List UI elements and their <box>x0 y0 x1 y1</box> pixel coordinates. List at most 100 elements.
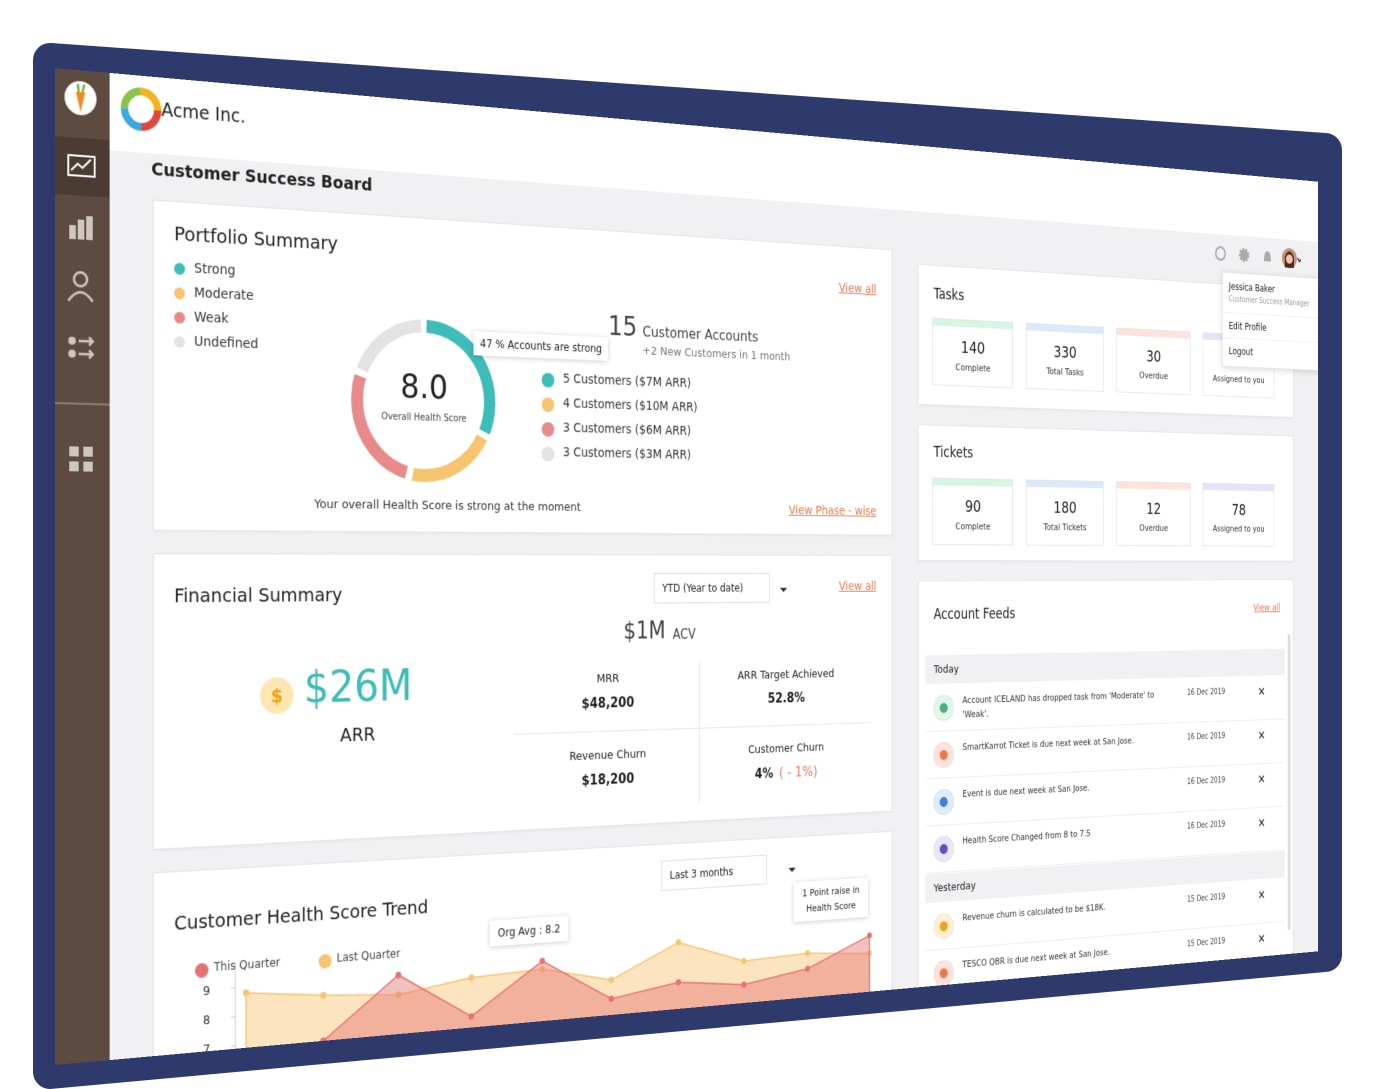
stat-box: 78 Assigned to you <box>1202 482 1275 547</box>
metric-label: Revenue Churn <box>569 747 647 764</box>
stat-value: 12 <box>1146 500 1162 519</box>
legend-dot <box>174 262 186 276</box>
card-title: Financial Summary <box>174 583 343 608</box>
dropdown-caret[interactable] <box>779 587 788 594</box>
stat-value: 330 <box>1053 343 1077 363</box>
stat-label: Assigned to you <box>1212 373 1265 386</box>
feed-icon <box>933 695 954 721</box>
apps-icon[interactable] <box>69 446 79 457</box>
account-count: 15 <box>608 310 638 344</box>
flow-icon <box>68 349 76 358</box>
toolbar <box>1213 240 1300 269</box>
carrot-leaf <box>76 84 86 94</box>
reports-icon[interactable] <box>69 225 77 241</box>
profile-name: Jessica Baker <box>1228 280 1275 295</box>
feed-date: 16 Dec 2019 <box>1187 731 1226 742</box>
stat-label: Assigned to you <box>1212 523 1265 535</box>
stat-box: 140 Complete <box>932 317 1014 389</box>
phase-link[interactable]: View Phase - wise <box>788 503 877 519</box>
card-title: Account Feeds <box>933 605 1016 624</box>
sidebar-divider <box>55 403 110 405</box>
stat-strip <box>932 318 1013 330</box>
period-dropdown[interactable]: YTD (Year to date) <box>653 573 771 604</box>
legend-dot <box>174 287 186 300</box>
stat-box: 180 Total Tickets <box>1026 479 1104 546</box>
close-icon <box>1259 776 1264 782</box>
close-button[interactable] <box>1258 730 1265 740</box>
stat-value: 90 <box>965 497 982 517</box>
caret <box>779 587 788 593</box>
reports-icon <box>77 219 85 240</box>
view-all-link[interactable]: View all <box>838 281 877 297</box>
stat-box: 90 Complete <box>932 477 1014 546</box>
stat-label: Overdue <box>1139 369 1168 382</box>
stat-label: Overdue <box>1139 522 1168 534</box>
metric-number: $18,200 <box>581 770 635 789</box>
scrollbar[interactable] <box>1287 634 1291 930</box>
breakdown-dot <box>541 397 555 413</box>
trend-chart: 7 8 9 <box>203 832 892 1065</box>
feed-icon <box>933 788 954 816</box>
metric-number: 4% <box>754 765 774 782</box>
accounts-label: Customer Accounts <box>642 322 759 346</box>
stat-strip <box>932 478 1013 487</box>
close-button[interactable] <box>1258 890 1265 900</box>
close-button[interactable] <box>1258 933 1265 943</box>
stat-label: Complete <box>955 520 991 533</box>
breakdown-item: 5 Customers ($7M ARR) <box>562 371 691 391</box>
health-score: 8.0 <box>400 367 448 408</box>
portfolio-card: Portfolio Summary View all 8.0 Overall H… <box>153 199 893 536</box>
menu-item[interactable]: Edit Profile <box>1228 320 1267 334</box>
y-tick-label: 8 <box>203 1012 210 1028</box>
feed-date: 15 Dec 2019 <box>1187 892 1226 905</box>
reports-icon <box>86 215 93 241</box>
feed-icon <box>933 912 954 940</box>
users-icon <box>68 292 92 302</box>
card-title: Portfolio Summary <box>174 221 338 255</box>
feed-date: 15 Dec 2019 <box>1187 936 1226 949</box>
close-icon <box>1259 891 1264 898</box>
flow-icon[interactable] <box>68 336 76 345</box>
legend-dot <box>174 311 186 324</box>
card-title: Tickets <box>933 444 974 462</box>
close-button[interactable] <box>1258 774 1265 784</box>
feeds-card: Account Feeds View all Today Account ICEL… <box>918 579 1294 1005</box>
legend-label: Undefined <box>194 333 259 353</box>
acv-label: ACV <box>672 626 696 643</box>
settings-icon[interactable] <box>1240 249 1248 261</box>
new-customers: +2 New Customers in 1 month <box>642 344 791 364</box>
metric-value: 4% ( - 1%) <box>699 760 871 784</box>
metric-label: MRR <box>596 672 620 687</box>
close-icon <box>1259 688 1264 694</box>
y-tick-label: 7 <box>203 1041 210 1057</box>
close-button[interactable] <box>1258 686 1265 696</box>
feed-group-label: Today <box>933 663 959 677</box>
metric-value: $48,200 <box>514 692 699 713</box>
legend-label: Strong <box>194 260 236 279</box>
menu-item[interactable]: Logout <box>1228 345 1253 358</box>
carrot <box>76 92 86 113</box>
notification-icon[interactable] <box>1263 251 1271 262</box>
stat-value: 78 <box>1231 501 1246 520</box>
view-all-link[interactable]: View all <box>1253 601 1281 614</box>
y-tick-label: 9 <box>203 983 210 999</box>
breakdown-dot <box>541 372 555 388</box>
feed-text: SmartKarrot Ticket is due next week at S… <box>962 735 1134 753</box>
metric-label: ARR Target Achieved <box>737 667 835 683</box>
arr-label: ARR <box>340 722 376 747</box>
stat-strip <box>1116 328 1191 339</box>
view-all-link[interactable]: View all <box>838 579 877 594</box>
help-icon[interactable] <box>1216 247 1225 260</box>
metric-change: ( - 1%) <box>779 762 818 781</box>
metric-value: $18,200 <box>514 768 699 792</box>
stat-box: 30 Overdue <box>1116 327 1191 396</box>
breakdown-dot <box>541 421 555 437</box>
users-icon[interactable] <box>74 272 87 287</box>
close-button[interactable] <box>1258 818 1265 828</box>
stat-label: Total Tickets <box>1043 521 1087 533</box>
currency-icon: $ <box>260 677 294 715</box>
arr-value: $26M <box>303 659 413 714</box>
metric-number: $48,200 <box>581 694 635 712</box>
avatar-caret[interactable] <box>1297 258 1300 261</box>
